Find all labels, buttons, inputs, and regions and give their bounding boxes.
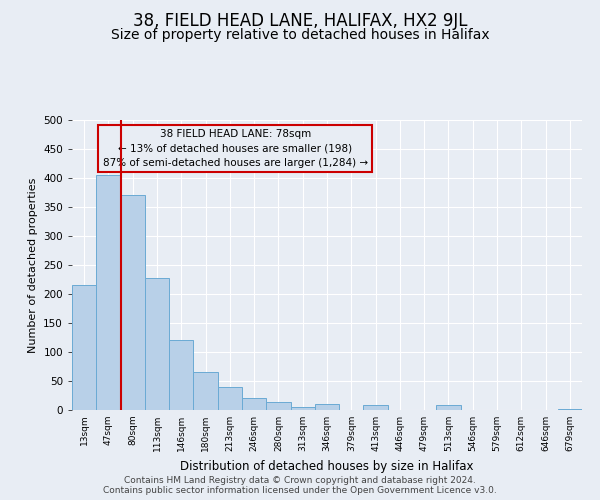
Bar — [169, 340, 193, 410]
Bar — [218, 387, 242, 410]
Bar — [96, 175, 121, 410]
Bar — [72, 286, 96, 410]
X-axis label: Distribution of detached houses by size in Halifax: Distribution of detached houses by size … — [180, 460, 474, 472]
Bar — [145, 278, 169, 410]
Bar — [364, 406, 388, 410]
Bar — [121, 196, 145, 410]
Bar — [242, 398, 266, 410]
Text: Size of property relative to detached houses in Halifax: Size of property relative to detached ho… — [110, 28, 490, 42]
Text: 38, FIELD HEAD LANE, HALIFAX, HX2 9JL: 38, FIELD HEAD LANE, HALIFAX, HX2 9JL — [133, 12, 467, 30]
Bar — [315, 404, 339, 410]
Bar — [290, 407, 315, 410]
Y-axis label: Number of detached properties: Number of detached properties — [28, 178, 38, 352]
Bar — [436, 406, 461, 410]
Bar — [193, 372, 218, 410]
Bar — [266, 402, 290, 410]
Text: Contains public sector information licensed under the Open Government Licence v3: Contains public sector information licen… — [103, 486, 497, 495]
Text: Contains HM Land Registry data © Crown copyright and database right 2024.: Contains HM Land Registry data © Crown c… — [124, 476, 476, 485]
Bar — [558, 409, 582, 410]
Text: 38 FIELD HEAD LANE: 78sqm
← 13% of detached houses are smaller (198)
87% of semi: 38 FIELD HEAD LANE: 78sqm ← 13% of detac… — [103, 128, 368, 168]
